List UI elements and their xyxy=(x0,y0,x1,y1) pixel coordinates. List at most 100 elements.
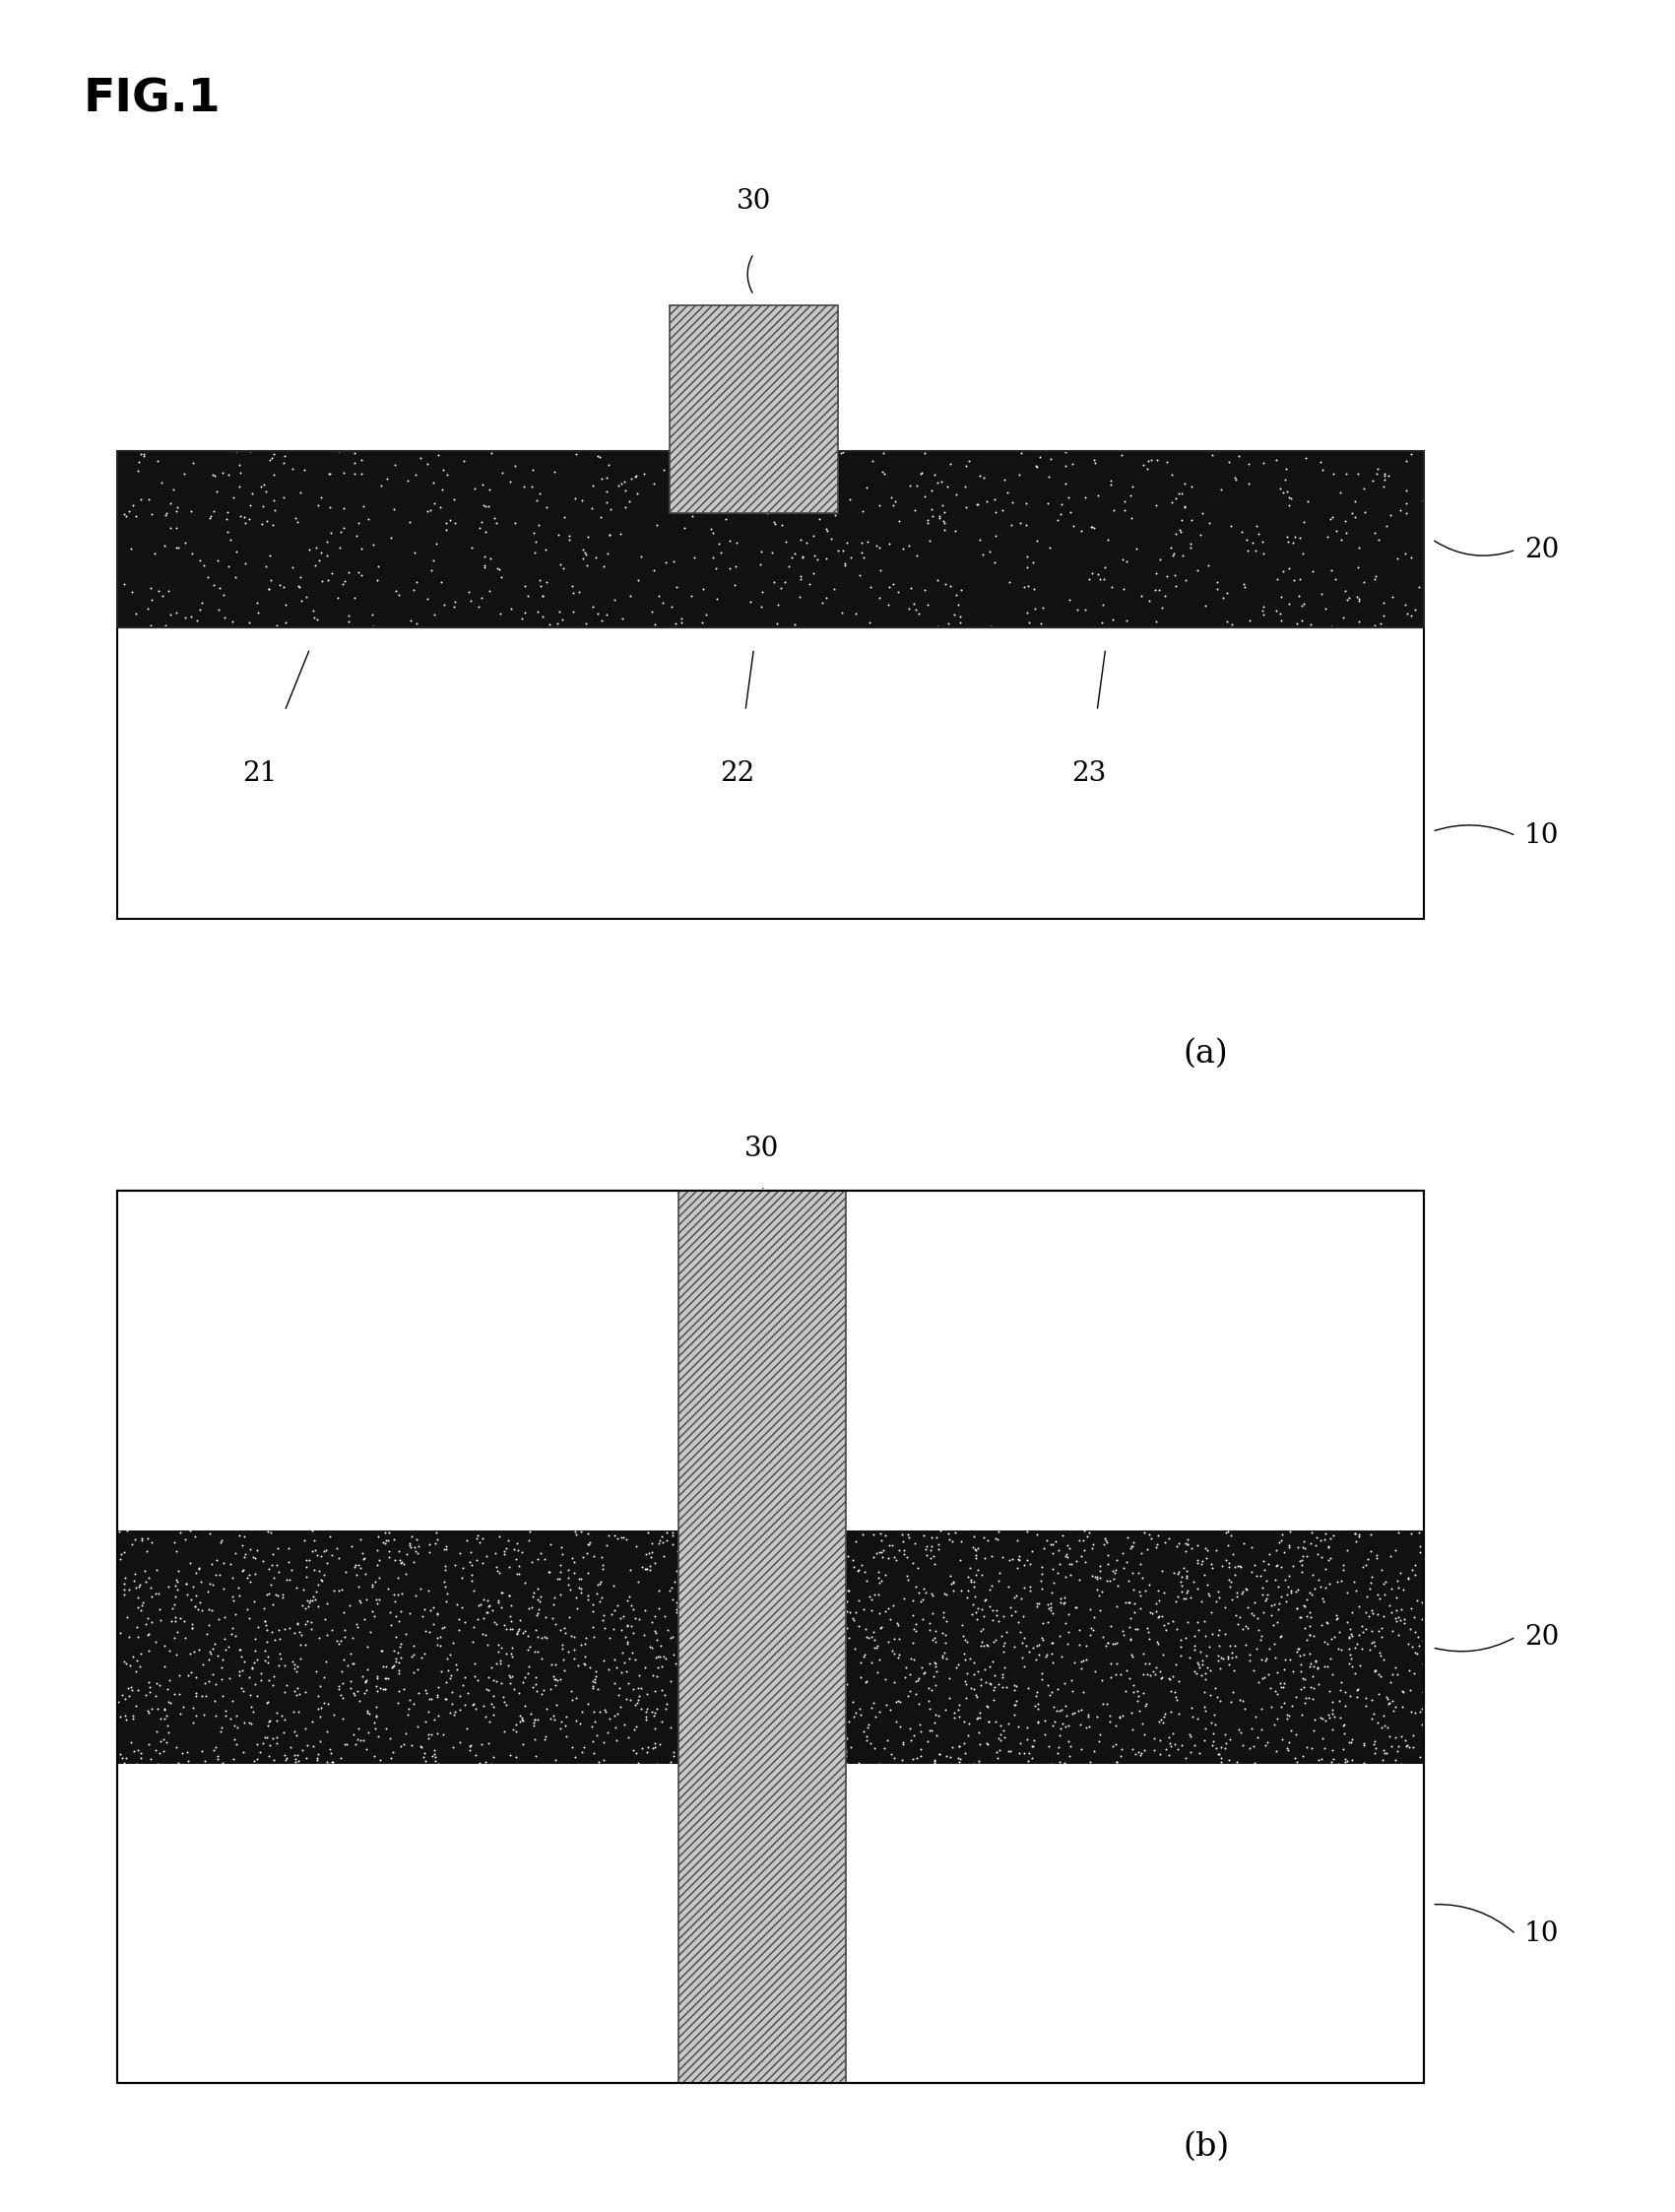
Point xyxy=(965,1652,992,1688)
Point xyxy=(1008,436,1035,471)
Point xyxy=(732,1668,759,1703)
Point xyxy=(1017,1573,1044,1608)
Point xyxy=(734,1551,760,1586)
Point xyxy=(1337,1679,1363,1714)
Point xyxy=(794,1736,821,1772)
Point xyxy=(799,518,826,553)
Point xyxy=(841,1548,868,1584)
Point xyxy=(327,513,353,549)
Point xyxy=(162,511,189,546)
Point xyxy=(1082,445,1109,480)
Text: 30: 30 xyxy=(737,188,771,215)
Point xyxy=(380,1734,407,1770)
Point xyxy=(750,493,777,529)
Point xyxy=(1044,1672,1070,1708)
Point xyxy=(946,1741,973,1776)
Point xyxy=(992,462,1018,498)
Point xyxy=(430,1608,457,1644)
Point xyxy=(983,1597,1010,1632)
Point xyxy=(1062,1590,1089,1626)
Point xyxy=(1178,531,1204,566)
Point xyxy=(1022,591,1049,626)
Point xyxy=(420,1606,447,1641)
Point xyxy=(506,1604,533,1639)
Point xyxy=(474,1672,501,1708)
Point xyxy=(157,1686,184,1721)
Point xyxy=(1013,1542,1040,1577)
Point xyxy=(1038,1597,1065,1632)
Point xyxy=(921,1650,948,1686)
Point xyxy=(1037,1590,1064,1626)
Point xyxy=(1370,584,1397,619)
Point xyxy=(657,1573,683,1608)
Point xyxy=(879,566,906,602)
Point xyxy=(742,1672,769,1708)
Point xyxy=(546,1577,573,1613)
Point xyxy=(1099,1553,1126,1588)
Point xyxy=(1290,1661,1317,1697)
Point xyxy=(332,1619,358,1655)
Point xyxy=(831,549,858,584)
Point xyxy=(365,1719,392,1754)
Point xyxy=(1323,513,1350,549)
Point xyxy=(1270,553,1296,588)
Point xyxy=(1370,469,1397,504)
Point xyxy=(494,1648,521,1683)
Point xyxy=(330,491,357,526)
Point xyxy=(884,573,911,608)
Point xyxy=(921,1646,948,1681)
Point xyxy=(995,476,1022,511)
Point xyxy=(134,591,161,626)
Point xyxy=(1080,442,1107,478)
Point xyxy=(486,551,513,586)
Point xyxy=(755,1659,782,1694)
Point xyxy=(173,1566,199,1601)
Point xyxy=(188,1593,214,1628)
Point xyxy=(1263,1548,1290,1584)
Point xyxy=(834,1537,861,1573)
Point xyxy=(707,1655,734,1690)
Point xyxy=(1085,1559,1112,1595)
Point xyxy=(221,1617,248,1652)
Point xyxy=(1121,1674,1147,1710)
Point xyxy=(945,1699,972,1734)
Point xyxy=(1322,1619,1348,1655)
Point xyxy=(821,1703,848,1739)
Point xyxy=(1382,1601,1409,1637)
Point xyxy=(330,456,357,491)
Point xyxy=(258,1515,285,1551)
Point xyxy=(951,469,978,504)
Point xyxy=(765,1657,792,1692)
Point xyxy=(737,1566,764,1601)
Text: 23: 23 xyxy=(1072,761,1106,787)
Point xyxy=(1077,1617,1104,1652)
Point xyxy=(374,1522,400,1557)
Point xyxy=(126,1566,152,1601)
Point xyxy=(1079,509,1106,544)
Point xyxy=(179,445,206,480)
Point xyxy=(1372,1708,1399,1743)
Point xyxy=(720,440,747,476)
Point xyxy=(1360,1697,1387,1732)
Point xyxy=(1164,1697,1191,1732)
Point xyxy=(1027,438,1054,473)
Point xyxy=(1362,1652,1389,1688)
Point xyxy=(695,1701,722,1736)
Point xyxy=(229,1553,256,1588)
Point xyxy=(1136,584,1162,619)
Point xyxy=(1219,1635,1246,1670)
Point xyxy=(1129,447,1156,482)
Point xyxy=(861,1730,888,1765)
Point xyxy=(580,588,606,624)
Point xyxy=(1224,1743,1251,1778)
Point xyxy=(843,1595,869,1630)
Point xyxy=(566,1562,593,1597)
Point xyxy=(1243,1557,1270,1593)
Point xyxy=(290,1573,317,1608)
Point xyxy=(886,502,913,538)
Point xyxy=(286,1615,313,1650)
Point xyxy=(516,1648,543,1683)
Point xyxy=(1266,597,1293,633)
Point xyxy=(777,1644,804,1679)
Point xyxy=(531,1619,558,1655)
